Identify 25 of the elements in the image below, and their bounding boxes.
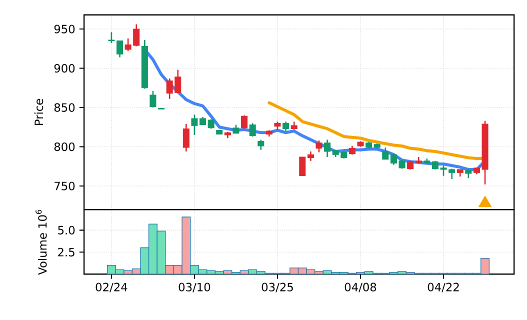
candlestick: [241, 114, 248, 130]
x-tick-label: 03/25: [262, 282, 293, 292]
y-tick-label: 900: [54, 64, 75, 73]
candlestick: [324, 139, 331, 158]
candlestick: [307, 150, 314, 162]
y-tick-label: 750: [54, 182, 75, 190]
candlestick: [299, 156, 306, 177]
x-tick-label: 02/24: [96, 282, 128, 292]
x-tick-label: 04/08: [344, 282, 376, 292]
y-axis-title: Price: [34, 99, 44, 126]
candlestick: [382, 146, 389, 160]
candlestick: [249, 122, 256, 138]
candlestick: [258, 139, 264, 151]
y-tick-label: 800: [54, 142, 75, 152]
y-tick-label: 2.5: [58, 248, 74, 257]
y-tick-label: 850: [54, 103, 75, 112]
candlestick: [182, 123, 190, 152]
candlestick: [282, 121, 290, 132]
x-tick-label: 03/10: [178, 282, 210, 292]
y-tick-label: 5.0: [58, 226, 75, 235]
y-tick-label: 950: [54, 24, 75, 34]
candlestick: [316, 140, 322, 154]
y-axis-title: Volume 10$^{6}$: [36, 210, 47, 275]
x-tick-label: 04/22: [428, 282, 459, 292]
candlestick: [150, 90, 156, 108]
